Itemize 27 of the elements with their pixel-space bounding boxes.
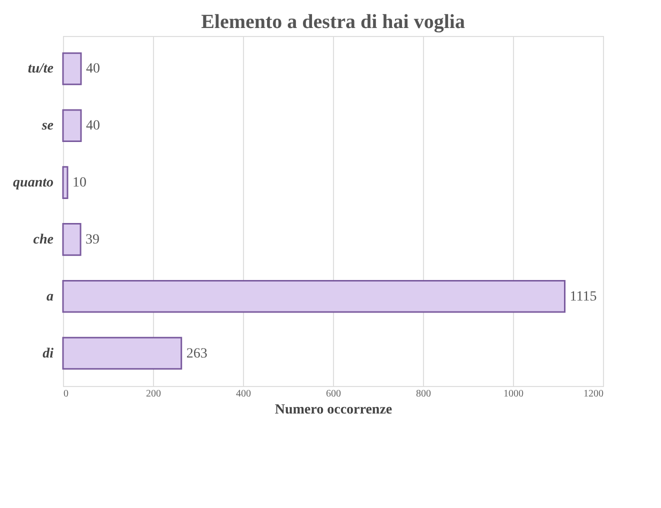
data-label: 40: [86, 118, 100, 134]
data-label: 39: [86, 232, 100, 248]
y-tick-label: quanto: [13, 176, 54, 191]
y-tick-label: che: [33, 232, 54, 248]
bar: [62, 52, 82, 86]
x-tick-label: 600: [326, 388, 341, 400]
x-tick-label: 800: [416, 388, 431, 400]
bar: [62, 109, 82, 142]
x-tick-label: 200: [146, 388, 161, 400]
x-axis-title: Numero occorrenze: [274, 402, 392, 418]
bar: [62, 280, 566, 313]
bar: [62, 166, 68, 199]
y-tick-label: tu/te: [28, 62, 54, 77]
x-tick-label: 0: [64, 388, 68, 400]
data-label: 10: [72, 176, 86, 191]
data-label: 263: [186, 346, 208, 362]
data-label: 40: [86, 62, 100, 77]
bar: [62, 336, 182, 370]
x-tick-label: 400: [236, 388, 251, 400]
x-tick-label: 1000: [504, 388, 524, 400]
data-label: 1115: [570, 289, 597, 304]
y-tick-label: se: [40, 118, 54, 134]
x-tick-label: 1200: [584, 388, 604, 400]
bar: [62, 223, 82, 256]
chart-title: Elemento a destra di hai voglia: [201, 11, 465, 33]
y-tick-label: a: [46, 289, 54, 304]
y-tick-label: di: [42, 346, 54, 362]
